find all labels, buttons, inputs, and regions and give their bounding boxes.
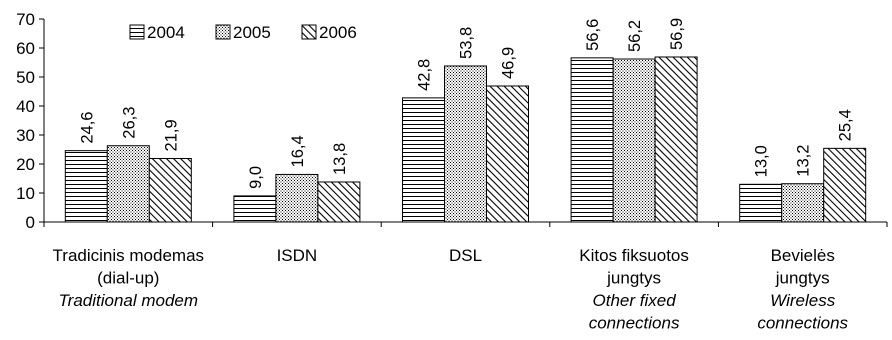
category-label-english: connections xyxy=(589,314,680,333)
data-label: 9,0 xyxy=(247,166,265,189)
legend-label: 2004 xyxy=(147,23,185,42)
bar-2006-3 xyxy=(654,56,698,223)
y-tick-label: 10 xyxy=(16,184,35,203)
data-label: 53,8 xyxy=(458,27,476,59)
bar-2006-2 xyxy=(486,85,529,223)
legend: 2004 2005 2006 xyxy=(129,23,357,42)
bar-2005-3 xyxy=(612,58,656,223)
data-label: 56,9 xyxy=(668,18,686,50)
legend-swatch-2005 xyxy=(215,24,231,40)
legend-swatch-2004 xyxy=(129,24,145,40)
bar-2004-3 xyxy=(570,57,614,223)
data-label: 26,3 xyxy=(120,107,138,139)
category-label-english: connections xyxy=(757,314,848,333)
bar-2004-0 xyxy=(64,150,108,223)
category-label: DSL xyxy=(449,246,482,265)
bar-2005-1 xyxy=(275,173,319,223)
x-axis xyxy=(43,221,888,227)
y-tick-label: 20 xyxy=(16,155,35,174)
category-label: jungtys xyxy=(606,269,661,288)
y-axis: 0 10 20 30 40 50 60 70 xyxy=(16,10,45,232)
y-tick-label: 40 xyxy=(16,97,35,116)
bar-2004-4 xyxy=(739,183,783,223)
bar-2005-2 xyxy=(444,65,487,223)
data-label: 56,6 xyxy=(584,19,602,51)
bar-2005-4 xyxy=(781,183,825,223)
data-label: 25,4 xyxy=(837,109,855,141)
bars xyxy=(64,56,867,223)
y-tick-label: 60 xyxy=(16,39,35,58)
data-label: 13,0 xyxy=(753,145,771,177)
category-label: jungtys xyxy=(775,269,830,288)
category-label-english: Wireless xyxy=(770,291,836,310)
data-label: 13,8 xyxy=(331,143,349,175)
category-label: (dial-up) xyxy=(97,269,159,288)
data-label: 13,2 xyxy=(795,145,813,177)
legend-label: 2005 xyxy=(233,23,271,42)
data-label: 46,9 xyxy=(500,47,518,79)
legend-swatch-2006 xyxy=(301,24,317,40)
data-label: 56,2 xyxy=(626,20,644,52)
bar-2006-4 xyxy=(823,147,867,223)
bar-2004-1 xyxy=(233,195,277,223)
bar-2006-1 xyxy=(317,181,361,223)
bar-2005-0 xyxy=(106,145,150,223)
data-label: 24,6 xyxy=(78,112,96,144)
y-tick-label: 0 xyxy=(26,213,35,232)
category-label-english: Other fixed xyxy=(593,291,677,310)
y-tick-label: 30 xyxy=(16,126,35,145)
category-label: Kitos fiksuotos xyxy=(579,246,689,265)
legend-label: 2006 xyxy=(319,23,357,42)
bar-2004-2 xyxy=(402,97,445,223)
y-tick-label: 70 xyxy=(16,10,35,29)
category-labels: Tradicinis modemas (dial-up) Traditional m… xyxy=(53,246,849,333)
y-tick-label: 50 xyxy=(16,68,35,87)
data-label: 42,8 xyxy=(416,59,434,91)
bar-2006-0 xyxy=(148,157,192,223)
data-label: 16,4 xyxy=(289,135,307,167)
data-label: 21,9 xyxy=(162,119,180,151)
data-labels: 24,6 26,3 21,9 9,0 16,4 13,8 42,8 53,8 46,9 56,6 5… xyxy=(78,18,854,189)
category-label: Tradicinis modemas xyxy=(53,246,204,265)
category-label: Bevielės xyxy=(771,246,835,265)
category-label: ISDN xyxy=(277,246,318,265)
category-label-english: Traditional modem xyxy=(59,291,199,310)
